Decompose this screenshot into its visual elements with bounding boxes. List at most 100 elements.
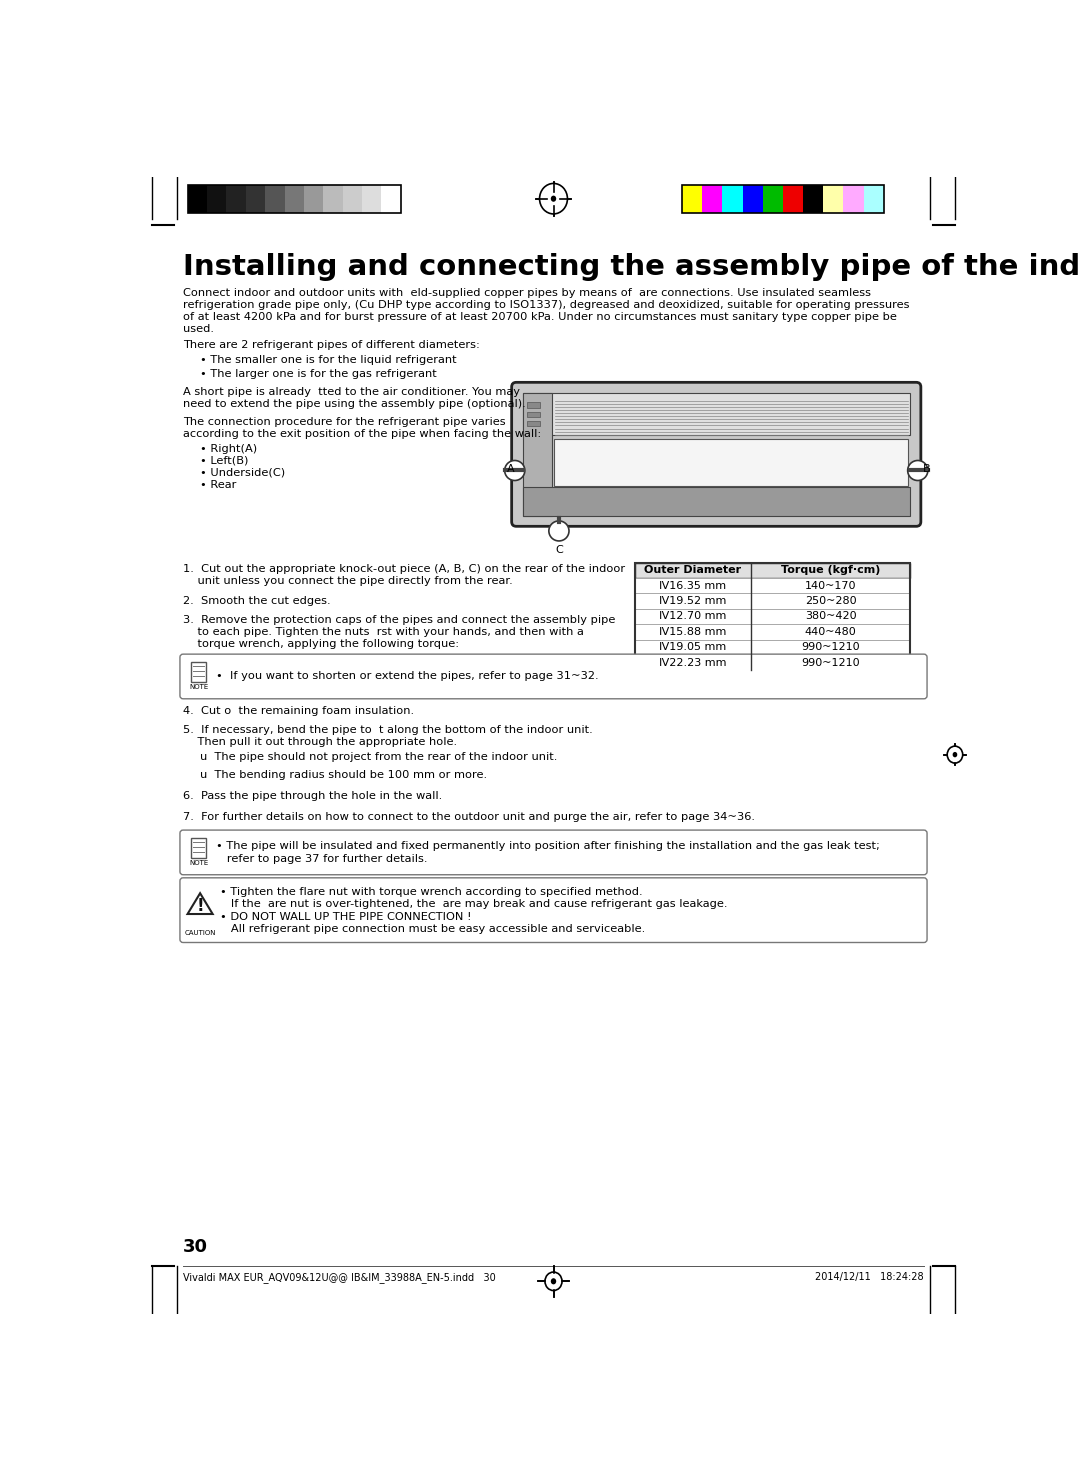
Text: 3.  Remove the protection caps of the pipes and connect the assembly pipe: 3. Remove the protection caps of the pip…	[183, 615, 616, 626]
Text: The connection procedure for the refrigerant pipe varies: The connection procedure for the refrige…	[183, 418, 505, 427]
Text: Ⅳ19.52 mm: Ⅳ19.52 mm	[659, 596, 727, 607]
Text: NOTE: NOTE	[189, 685, 208, 691]
Bar	[381, 184, 401, 213]
Text: • DO NOT WALL UP THE PIPE CONNECTION !: • DO NOT WALL UP THE PIPE CONNECTION !	[220, 912, 472, 921]
Text: Vivaldi MAX EUR_AQV09&12U@@ IB&IM_33988A_EN-5.indd   30: Vivaldi MAX EUR_AQV09&12U@@ IB&IM_33988A…	[183, 1272, 496, 1283]
Text: • The smaller one is for the liquid refrigerant: • The smaller one is for the liquid refr…	[200, 354, 457, 365]
Text: • Underside(C): • Underside(C)	[200, 468, 285, 478]
Ellipse shape	[947, 747, 962, 763]
Text: Ⅳ22.23 mm: Ⅳ22.23 mm	[659, 658, 727, 667]
Text: 380~420: 380~420	[805, 611, 856, 621]
Ellipse shape	[551, 196, 556, 202]
Bar	[823, 184, 843, 213]
Text: Then pull it out through the appropriate hole.: Then pull it out through the appropriate…	[183, 737, 457, 747]
Bar	[635, 655, 910, 670]
Text: • The pipe will be insulated and fixed permanently into position after finishing: • The pipe will be insulated and fixed p…	[216, 841, 879, 850]
Text: Ⅳ12.70 mm: Ⅳ12.70 mm	[659, 611, 727, 621]
Text: need to extend the pipe using the assembly pipe (optional).: need to extend the pipe using the assemb…	[183, 399, 526, 409]
Text: 140~170: 140~170	[805, 580, 856, 590]
Text: 30: 30	[183, 1238, 208, 1256]
Bar	[762, 184, 783, 213]
Text: torque wrench, applying the following torque:: torque wrench, applying the following to…	[183, 639, 459, 649]
Text: !: !	[197, 896, 204, 915]
Text: A: A	[507, 465, 515, 474]
Bar	[191, 838, 206, 858]
Text: CAUTION: CAUTION	[185, 930, 216, 936]
Text: u  The bending radius should be 100 mm or more.: u The bending radius should be 100 mm or…	[200, 769, 487, 779]
Bar	[527, 412, 540, 418]
Bar	[635, 562, 910, 670]
Text: • Right(A): • Right(A)	[200, 444, 257, 455]
Text: NOTE: NOTE	[189, 861, 208, 866]
Text: Ⅳ19.05 mm: Ⅳ19.05 mm	[660, 642, 727, 652]
Text: All refrigerant pipe connection must be easy accessible and serviceable.: All refrigerant pipe connection must be …	[220, 924, 646, 934]
Text: C: C	[555, 545, 563, 555]
Ellipse shape	[545, 1272, 562, 1290]
Text: Outer Diameter: Outer Diameter	[645, 565, 742, 576]
Text: refer to page 37 for further details.: refer to page 37 for further details.	[216, 855, 427, 863]
Bar	[246, 184, 266, 213]
Bar	[266, 184, 284, 213]
Text: 7.  For further details on how to connect to the outdoor unit and purge the air,: 7. For further details on how to connect…	[183, 812, 755, 822]
Text: 990~1210: 990~1210	[801, 642, 860, 652]
Polygon shape	[188, 893, 213, 914]
Text: 250~280: 250~280	[805, 596, 856, 607]
Bar	[527, 421, 540, 427]
Text: unit unless you connect the pipe directly from the rear.: unit unless you connect the pipe directl…	[183, 576, 513, 586]
Bar	[188, 184, 401, 213]
Text: There are 2 refrigerant pipes of different diameters:: There are 2 refrigerant pipes of differe…	[183, 341, 480, 350]
Text: 2014/12/11   18:24:28: 2014/12/11 18:24:28	[815, 1272, 924, 1283]
Text: refrigeration grade pipe only, (Cu DHP type according to ISO1337), degreased and: refrigeration grade pipe only, (Cu DHP t…	[183, 300, 909, 310]
Text: Ⅳ15.88 mm: Ⅳ15.88 mm	[659, 627, 727, 636]
Text: 5.  If necessary, bend the pipe to  t along the bottom of the indoor unit.: 5. If necessary, bend the pipe to t alon…	[183, 725, 593, 735]
Text: A short pipe is already  tted to the air conditioner. You may: A short pipe is already tted to the air …	[183, 387, 521, 397]
Circle shape	[549, 521, 569, 540]
Bar	[284, 184, 303, 213]
Text: B: B	[922, 465, 930, 474]
Circle shape	[907, 461, 928, 481]
Bar	[804, 184, 823, 213]
Bar	[527, 403, 540, 407]
Bar	[635, 579, 910, 593]
Text: of at least 4200 kPa and for burst pressure of at least 20700 kPa. Under no circ: of at least 4200 kPa and for burst press…	[183, 311, 896, 322]
Bar	[743, 184, 762, 213]
Text: to each pipe. Tighten the nuts  rst with your hands, and then with a: to each pipe. Tighten the nuts rst with …	[183, 627, 584, 638]
Text: • The larger one is for the gas refrigerant: • The larger one is for the gas refriger…	[200, 369, 436, 379]
Bar	[723, 184, 743, 213]
Text: 6.  Pass the pipe through the hole in the wall.: 6. Pass the pipe through the hole in the…	[183, 791, 443, 801]
Text: 1.  Cut out the appropriate knock-out piece (A, B, C) on the rear of the indoor: 1. Cut out the appropriate knock-out pie…	[183, 564, 625, 574]
Text: used.: used.	[183, 323, 214, 334]
Text: 4.  Cut o  the remaining foam insulation.: 4. Cut o the remaining foam insulation.	[183, 707, 414, 716]
Bar	[635, 639, 910, 655]
Bar	[362, 184, 381, 213]
Text: Installing and connecting the assembly pipe of the indoor unit: Installing and connecting the assembly p…	[183, 252, 1080, 280]
Bar	[635, 608, 910, 624]
Bar	[227, 184, 246, 213]
Bar	[303, 184, 323, 213]
FancyBboxPatch shape	[180, 654, 927, 698]
Text: If the  are nut is over-tightened, the  are may break and cause refrigerant gas : If the are nut is over-tightened, the ar…	[220, 899, 728, 909]
Text: 440~480: 440~480	[805, 627, 856, 636]
Bar	[683, 184, 702, 213]
Bar	[635, 562, 910, 579]
Circle shape	[504, 461, 525, 481]
Text: • Rear: • Rear	[200, 480, 237, 490]
Ellipse shape	[540, 183, 567, 214]
Text: • Left(B): • Left(B)	[200, 456, 248, 466]
Text: 2.  Smooth the cut edges.: 2. Smooth the cut edges.	[183, 596, 330, 605]
Bar	[702, 184, 723, 213]
Bar	[683, 184, 883, 213]
Text: according to the exit position of the pipe when facing the wall:: according to the exit position of the pi…	[183, 430, 541, 438]
Text: • Tighten the flare nut with torque wrench according to specified method.: • Tighten the flare nut with torque wren…	[220, 887, 643, 897]
Bar	[635, 593, 910, 608]
Bar	[523, 393, 552, 515]
FancyBboxPatch shape	[180, 830, 927, 875]
FancyBboxPatch shape	[180, 878, 927, 943]
Bar	[864, 184, 883, 213]
Text: •  If you want to shorten or extend the pipes, refer to page 31~32.: • If you want to shorten or extend the p…	[216, 672, 598, 682]
Bar	[783, 184, 804, 213]
Ellipse shape	[953, 751, 957, 757]
Text: Torque (kgf·cm): Torque (kgf·cm)	[781, 565, 880, 576]
Bar	[523, 487, 910, 515]
Bar	[207, 184, 227, 213]
